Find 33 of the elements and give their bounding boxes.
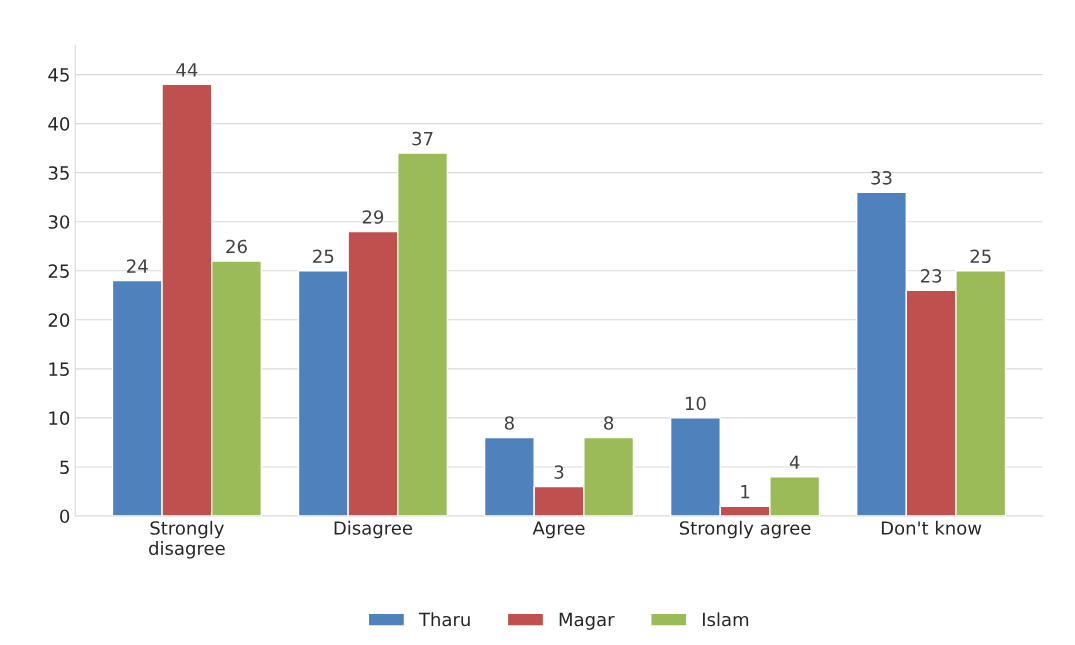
y-tick-label: 40 [48,117,70,131]
y-tick-label: 35 [48,166,69,180]
data-label: 26 [226,239,247,254]
x-tick-label: Don't know [881,520,982,535]
data-label: 8 [504,416,514,430]
x-tick-label: Disagree [334,520,413,539]
data-label: 25 [970,249,991,264]
x-tick-label: Strongly disagree [149,520,225,559]
y-tick-label: 5 [60,460,69,475]
y-tick-label: 20 [48,313,70,327]
data-label: 1 [741,485,750,499]
data-label: 33 [871,170,892,185]
y-tick-label: 25 [48,264,69,278]
y-tick-label: 15 [49,362,69,376]
y-tick-label: 10 [49,411,70,426]
data-label: 8 [604,416,614,430]
data-label: 37 [412,131,433,146]
y-tick-label: 0 [60,509,70,524]
y-tick-label: 30 [48,215,70,229]
data-label: 25 [313,249,334,264]
x-tick-label: Strongly agree [679,520,811,539]
data-label: 10 [685,396,706,411]
data-label: 44 [176,63,198,77]
data-label: 23 [920,269,942,283]
data-label: 24 [127,259,148,273]
data-label: 3 [554,465,564,479]
y-tick-label: 45 [48,68,69,82]
legend-label: Magar [559,612,615,630]
data-label: 29 [362,210,384,224]
data-label: 4 [789,455,800,469]
legend-label: Tharu [418,612,470,627]
x-tick-label: Agree [532,521,585,539]
legend-label: Islam [703,612,749,627]
